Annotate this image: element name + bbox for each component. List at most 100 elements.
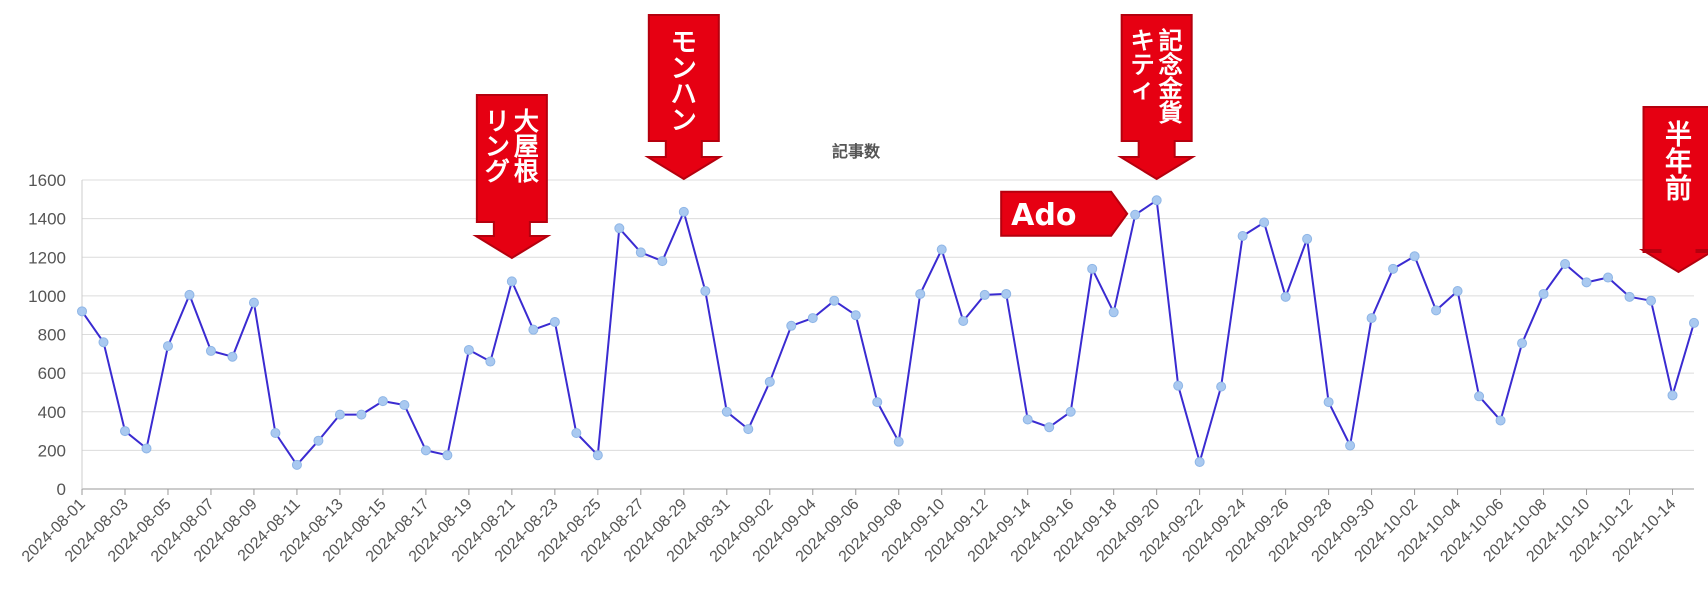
annotation-label: モ: [671, 28, 697, 58]
y-tick-label: 0: [57, 480, 66, 499]
series-article-count: [77, 195, 1699, 470]
data-point: [1366, 313, 1377, 324]
data-point: [829, 295, 840, 306]
annotation-label: 念: [1159, 51, 1183, 79]
data-point: [1345, 440, 1356, 451]
annotation-label: 前: [1665, 173, 1692, 205]
data-point: [721, 406, 732, 417]
data-point: [1087, 263, 1098, 274]
data-point: [184, 289, 195, 300]
data-point: [1130, 209, 1141, 220]
data-point: [549, 316, 560, 327]
data-point: [1001, 288, 1012, 299]
data-point: [1474, 391, 1485, 402]
chart-title: 記事数: [832, 142, 881, 161]
annotation-label: 金: [1158, 75, 1184, 103]
annotation-arrow-shape: [1638, 106, 1708, 274]
annotation-label: 大: [514, 107, 539, 136]
y-tick-label: 200: [38, 441, 66, 460]
annotation-label: ン: [485, 132, 510, 161]
data-point: [77, 306, 87, 317]
y-tick-label: 400: [38, 403, 66, 422]
data-point: [614, 223, 625, 234]
annotation-arrow-shape: [472, 94, 552, 260]
series-line: [81, 199, 1695, 466]
data-point: [334, 409, 345, 420]
annotation-label: 半: [1665, 120, 1692, 151]
data-point: [1581, 277, 1592, 288]
data-point: [1603, 272, 1614, 283]
data-point: [872, 397, 883, 408]
y-tick-label: 600: [38, 364, 66, 383]
annotation-arrow: Ado: [1000, 190, 1129, 237]
annotation-arrow-shape: [1000, 190, 1129, 237]
data-point: [1517, 338, 1528, 349]
data-point: [528, 324, 539, 335]
data-point: [743, 424, 754, 435]
data-point: [442, 450, 453, 461]
data-point: [1022, 414, 1033, 425]
y-tick-label: 800: [38, 326, 66, 345]
data-point: [399, 399, 410, 410]
data-point: [678, 206, 689, 217]
annotation-label: 根: [514, 157, 539, 186]
data-point: [1216, 381, 1227, 392]
annotation-label: キ: [1131, 27, 1155, 55]
data-point: [1431, 305, 1442, 316]
data-point: [764, 376, 775, 387]
data-point: [893, 436, 904, 447]
annotation-label: ハ: [671, 80, 697, 110]
data-point: [979, 289, 990, 300]
data-point: [850, 310, 861, 321]
data-point: [1044, 422, 1055, 433]
data-point: [463, 344, 474, 355]
data-point: [420, 445, 431, 456]
data-point: [807, 313, 818, 324]
data-point: [227, 351, 238, 362]
data-point: [1065, 406, 1076, 417]
data-point: [1624, 291, 1635, 302]
data-point: [1538, 288, 1549, 299]
data-point: [1237, 231, 1248, 242]
data-point: [1173, 380, 1184, 391]
data-point: [657, 256, 668, 267]
data-point: [1194, 456, 1205, 467]
data-point: [313, 435, 324, 446]
data-point: [98, 337, 109, 348]
annotation-arrow-shape: [1117, 14, 1197, 181]
y-tick-label: 1400: [28, 210, 66, 229]
grid-lines: [81, 179, 1694, 490]
data-point: [635, 247, 646, 258]
data-point: [506, 276, 517, 287]
data-point: [786, 320, 797, 331]
annotation-label: グ: [485, 157, 510, 186]
data-point: [141, 443, 152, 454]
data-point: [270, 427, 281, 438]
data-point: [119, 426, 130, 437]
data-point: [936, 244, 947, 255]
data-point: [571, 427, 582, 438]
y-axis-ticks: 0 200 400 600 800 1000 1200 1400 1600: [28, 171, 66, 499]
data-point: [1151, 195, 1162, 206]
data-point: [485, 356, 496, 367]
y-tick-label: 1200: [28, 248, 66, 267]
annotation-label: 年: [1665, 146, 1692, 178]
data-point: [1302, 233, 1313, 244]
data-point: [205, 345, 216, 356]
annotation-label: 屋: [514, 132, 539, 161]
y-tick-label: 1600: [28, 171, 66, 190]
annotation-label: リ: [485, 107, 510, 136]
data-point: [1388, 263, 1399, 274]
annotation-label: Ado: [1011, 198, 1076, 233]
annotation-label: テ: [1131, 51, 1155, 79]
data-point: [356, 409, 367, 420]
data-point: [248, 297, 259, 308]
data-point: [1560, 259, 1571, 270]
annotation-label: 記: [1159, 27, 1183, 55]
data-point: [1689, 317, 1699, 328]
